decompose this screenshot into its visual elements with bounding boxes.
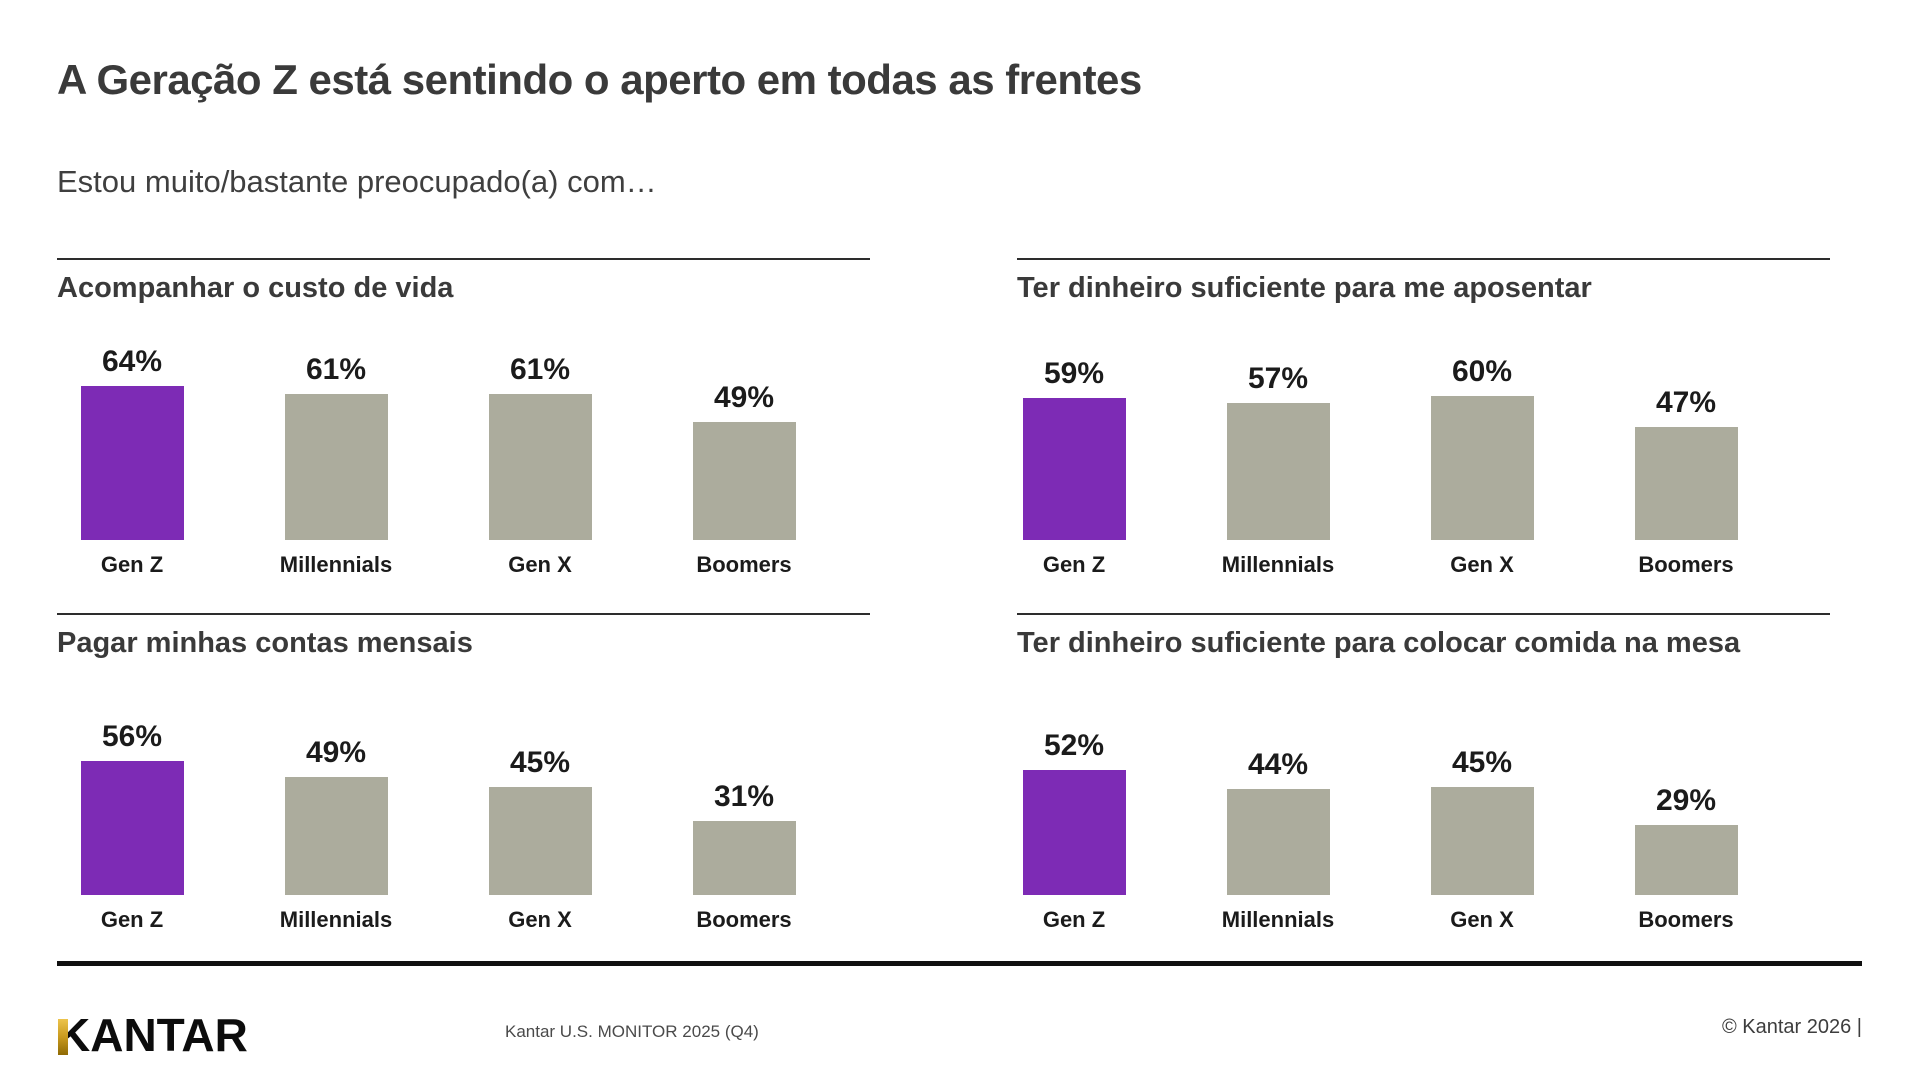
- copyright-note: © Kantar 2026 |: [1721, 1016, 1862, 1038]
- category-label: Gen Z: [1042, 907, 1106, 932]
- bar-group: 61%: [234, 355, 438, 540]
- value-label: 57%: [1247, 362, 1309, 395]
- kantar-logo: KANTAR: [57, 1012, 248, 1058]
- value-label: 49%: [713, 381, 775, 414]
- bar-group: 45%: [1380, 748, 1584, 895]
- bar-group: 59%: [972, 359, 1176, 540]
- bar-gen-x: [1430, 787, 1534, 895]
- bar-group: 49%: [234, 738, 438, 895]
- chart-panel-custo-de-vida: Acompanhar o custo de vida 64% 61% 61% 49% …: [57, 258, 870, 595]
- bar-boomers: [1634, 427, 1738, 540]
- value-label: 61%: [305, 353, 367, 386]
- category-label: Gen X: [508, 907, 572, 932]
- category-label: Boomers: [696, 552, 792, 577]
- bar-millennials: [284, 777, 388, 895]
- bar-millennials: [1226, 403, 1330, 540]
- chart-title: Ter dinheiro suficiente para colocar com…: [1017, 627, 1741, 659]
- bar-millennials: [284, 394, 388, 540]
- bar-group: 64%: [30, 347, 234, 540]
- bar-boomers: [692, 422, 796, 540]
- value-label: 52%: [1043, 729, 1105, 762]
- categories-row: Gen Z Millennials Gen X Boomers: [972, 552, 1788, 578]
- value-label: 44%: [1247, 748, 1309, 781]
- chart-title: Acompanhar o custo de vida: [57, 272, 454, 304]
- kantar-logo-gold-bar-icon: [58, 1019, 68, 1055]
- category-label: Boomers: [696, 907, 792, 932]
- page-subtitle: Estou muito/bastante preocupado(a) com…: [57, 164, 657, 199]
- bar-boomers: [692, 821, 796, 895]
- bar-group: 56%: [30, 722, 234, 895]
- bar-group: 61%: [438, 355, 642, 540]
- categories-row: Gen Z Millennials Gen X Boomers: [30, 907, 846, 933]
- bar-boomers: [1634, 825, 1738, 895]
- category-label: Millennials: [279, 552, 393, 577]
- bar-gen-x: [488, 394, 592, 540]
- value-label: 49%: [305, 736, 367, 769]
- bars-row: 56% 49% 45% 31%: [30, 615, 846, 895]
- bar-group: 29%: [1584, 786, 1788, 895]
- value-label: 47%: [1655, 386, 1717, 419]
- category-label: Gen Z: [1042, 552, 1106, 577]
- value-label: 56%: [101, 720, 163, 753]
- bar-group: 31%: [642, 782, 846, 895]
- categories-row: Gen Z Millennials Gen X Boomers: [972, 907, 1788, 933]
- category-label: Millennials: [1221, 907, 1335, 932]
- value-label: 60%: [1451, 355, 1513, 388]
- value-label: 45%: [509, 746, 571, 779]
- bar-group: 60%: [1380, 357, 1584, 540]
- bars-row: 52% 44% 45% 29%: [972, 615, 1788, 895]
- category-label: Boomers: [1638, 907, 1734, 932]
- category-label: Millennials: [1221, 552, 1335, 577]
- page-title: A Geração Z está sentindo o aperto em to…: [57, 56, 1142, 103]
- bar-millennials: [1226, 789, 1330, 895]
- value-label: 31%: [713, 780, 775, 813]
- categories-row: Gen Z Millennials Gen X Boomers: [30, 552, 846, 578]
- category-label: Gen X: [1450, 552, 1514, 577]
- bar-gen-z: [80, 761, 184, 895]
- kantar-logo-text: KANTAR: [57, 1009, 248, 1061]
- bar-group: 44%: [1176, 750, 1380, 895]
- value-label: 64%: [101, 345, 163, 378]
- category-label: Gen X: [1450, 907, 1514, 932]
- bar-group: 47%: [1584, 388, 1788, 540]
- footer-divider: [57, 961, 1862, 966]
- chart-title: Pagar minhas contas mensais: [57, 627, 473, 659]
- bar-gen-z: [1022, 770, 1126, 895]
- value-label: 61%: [509, 353, 571, 386]
- bars-row: 59% 57% 60% 47%: [972, 260, 1788, 540]
- value-label: 45%: [1451, 746, 1513, 779]
- value-label: 29%: [1655, 784, 1717, 817]
- bar-gen-x: [1430, 396, 1534, 540]
- bar-group: 52%: [972, 731, 1176, 895]
- bar-gen-z: [80, 386, 184, 540]
- chart-panel-aposentar: Ter dinheiro suficiente para me aposenta…: [1017, 258, 1830, 595]
- category-label: Boomers: [1638, 552, 1734, 577]
- bars-row: 64% 61% 61% 49%: [30, 260, 846, 540]
- category-label: Gen X: [508, 552, 572, 577]
- bar-group: 45%: [438, 748, 642, 895]
- category-label: Millennials: [279, 907, 393, 932]
- category-label: Gen Z: [100, 907, 164, 932]
- bar-group: 49%: [642, 383, 846, 540]
- chart-panel-comida-na-mesa: Ter dinheiro suficiente para colocar com…: [1017, 613, 1830, 950]
- source-note: Kantar U.S. MONITOR 2025 (Q4): [505, 1022, 759, 1041]
- chart-title: Ter dinheiro suficiente para me aposenta…: [1017, 272, 1592, 304]
- bar-gen-x: [488, 787, 592, 895]
- bar-gen-z: [1022, 398, 1126, 540]
- value-label: 59%: [1043, 357, 1105, 390]
- bar-group: 57%: [1176, 364, 1380, 540]
- chart-panel-contas-mensais: Pagar minhas contas mensais 56% 49% 45% 31%…: [57, 613, 870, 950]
- category-label: Gen Z: [100, 552, 164, 577]
